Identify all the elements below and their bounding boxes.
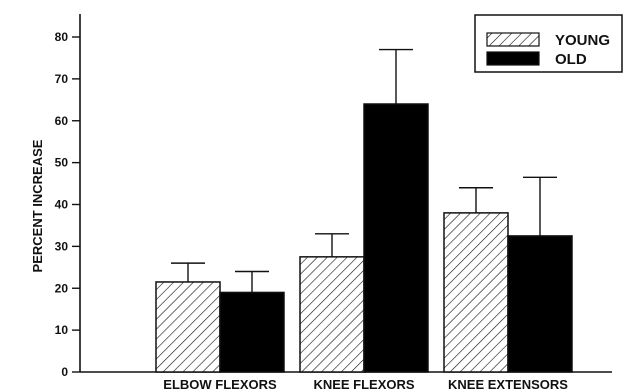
legend-swatch-young — [486, 32, 540, 47]
category-label: KNEE EXTENSORS — [448, 377, 568, 392]
bar-old — [219, 291, 285, 373]
bar-young — [155, 281, 221, 373]
y-tick-label: 50 — [55, 156, 69, 170]
legend-swatch-old — [486, 51, 540, 66]
y-tick-label: 70 — [55, 72, 69, 86]
y-tick-label: 10 — [55, 323, 69, 337]
y-tick-label: 20 — [55, 281, 69, 295]
y-tick-label: 40 — [55, 198, 69, 212]
bar-young — [443, 212, 509, 373]
y-tick-label: 0 — [61, 365, 68, 379]
bar-young — [299, 256, 365, 373]
legend: YOUNG OLD — [474, 14, 623, 73]
legend-label-old: OLD — [555, 51, 587, 68]
y-tick-label: 80 — [55, 30, 69, 44]
y-tick-label: 30 — [55, 239, 69, 253]
category-label: KNEE FLEXORS — [313, 377, 414, 392]
category-label: ELBOW FLEXORS — [163, 377, 277, 392]
category-labels: ELBOW FLEXORS KNEE FLEXORS KNEE EXTENSORS — [163, 377, 568, 392]
bars — [155, 48, 573, 373]
legend-label-young: YOUNG — [555, 32, 610, 49]
y-ticks: 0 10 20 30 40 50 60 70 80 — [55, 30, 80, 379]
y-tick-label: 60 — [55, 114, 69, 128]
y-axis-label: PERCENT INCREASE — [30, 139, 45, 272]
bar-old — [363, 103, 429, 373]
bar-old — [507, 235, 573, 373]
